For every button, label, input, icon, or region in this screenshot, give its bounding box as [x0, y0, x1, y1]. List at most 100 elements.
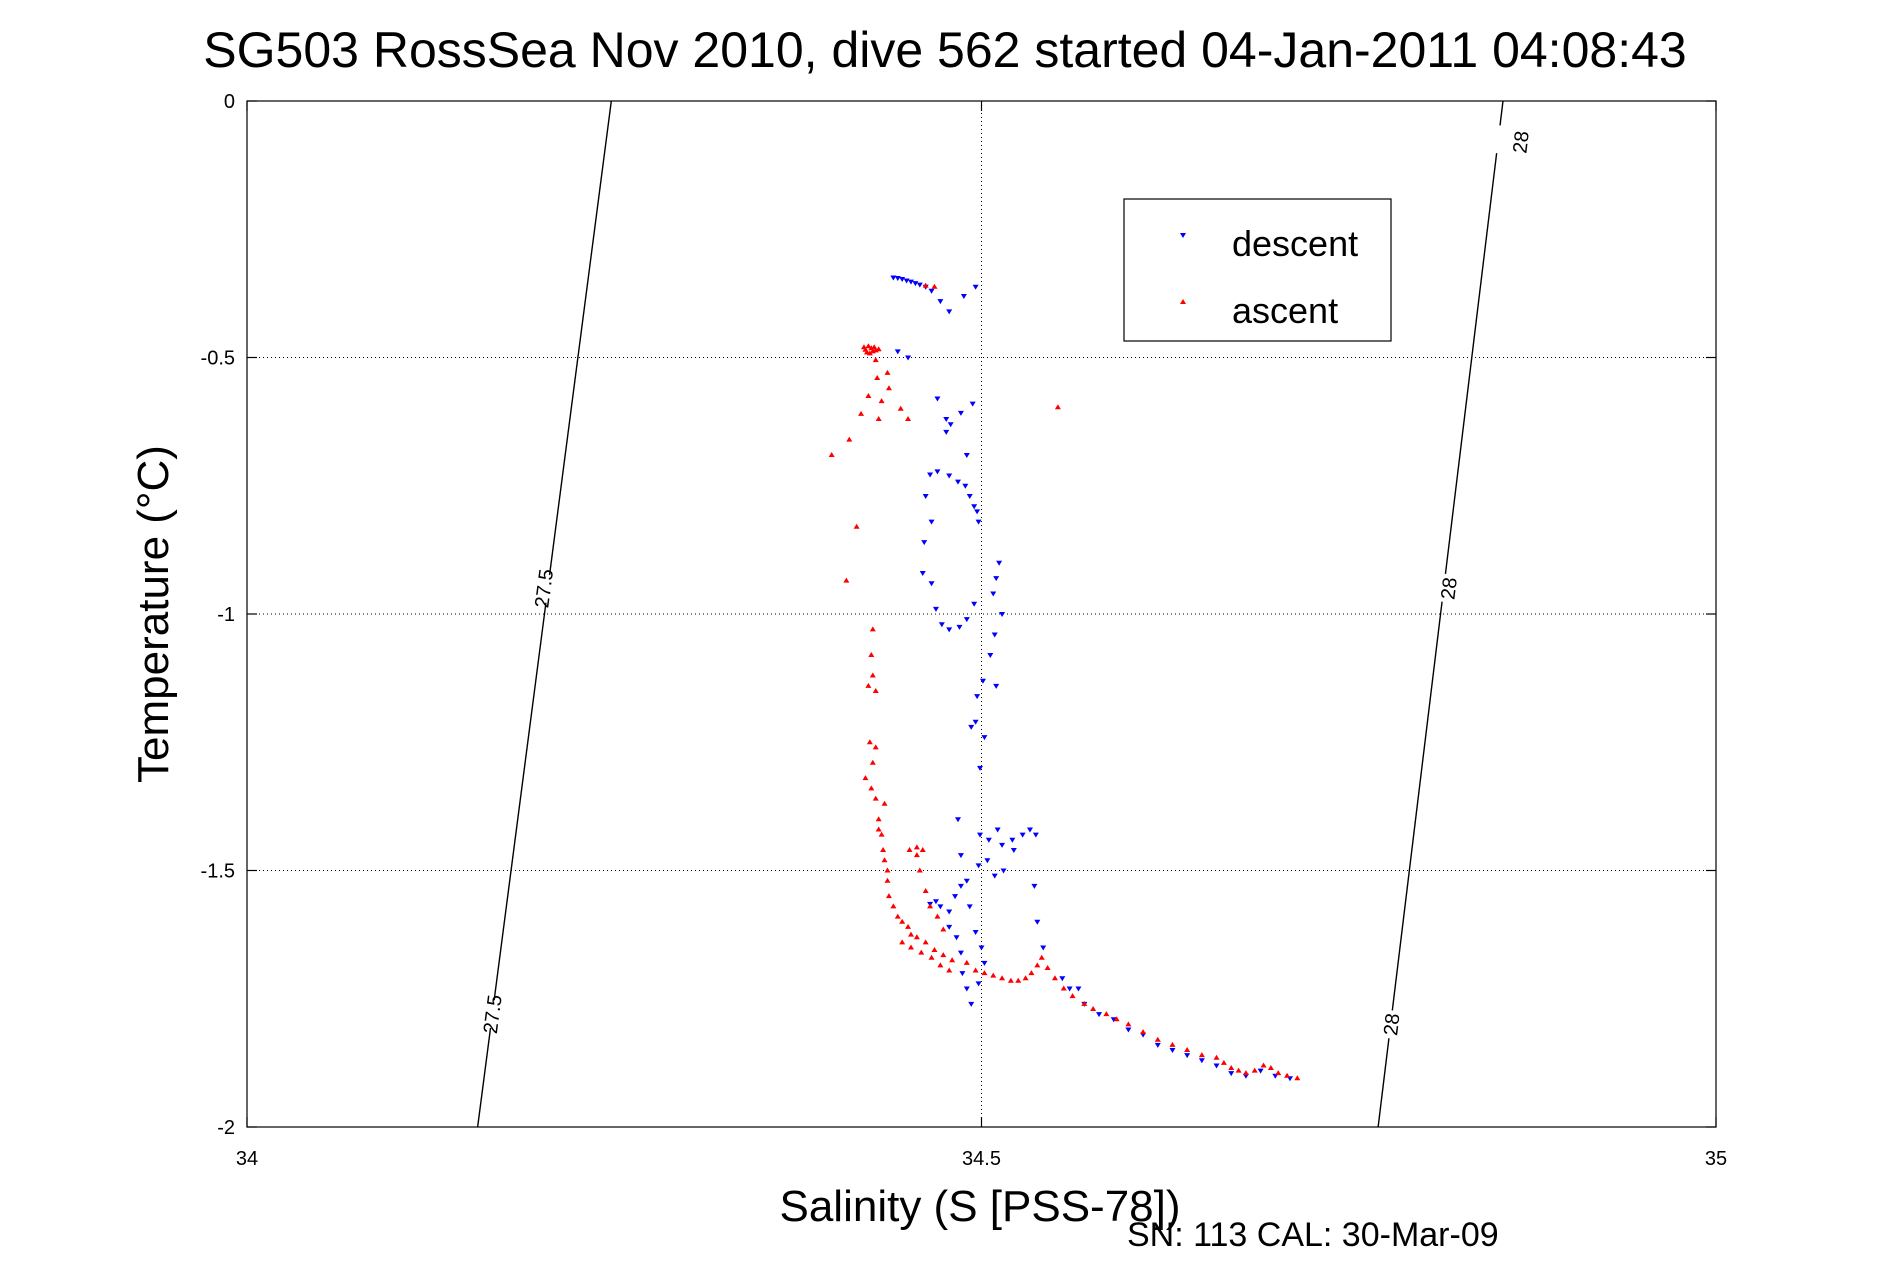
descent-point [912, 281, 919, 287]
ascent-point [1267, 1065, 1274, 1071]
ascent-point [899, 918, 906, 924]
descent-point [943, 429, 950, 435]
ascent-point [869, 672, 876, 678]
descent-point [905, 355, 912, 361]
descent-point [1198, 1058, 1205, 1064]
descent-point [928, 288, 935, 294]
ascent-point [858, 410, 865, 416]
ascent-point [918, 949, 925, 955]
descent-point [1040, 945, 1047, 951]
ascent-point [866, 739, 873, 745]
ascent-point [940, 952, 947, 958]
ascent-point [1081, 1000, 1088, 1006]
x-tick-label: 34 [236, 1148, 258, 1170]
descent-point [996, 560, 1003, 566]
descent-point [962, 483, 969, 489]
legend-ascent-label: ascent [1232, 290, 1338, 331]
descent-point [974, 509, 981, 515]
ascent-point [885, 385, 892, 391]
descent-point [921, 540, 928, 546]
descent-point [977, 765, 984, 771]
ascent-point [1113, 1016, 1120, 1022]
descent-point [938, 622, 945, 628]
descent-point [954, 817, 961, 823]
ascent-point [946, 967, 953, 973]
ascent-point [1103, 1011, 1110, 1017]
density-contours: 27.5 27.5 28 28 28 [462, 100, 1551, 1128]
descent-point [963, 878, 970, 884]
ascent-point [999, 975, 1006, 981]
ascent-point [922, 939, 929, 945]
descent-point [1184, 1053, 1191, 1059]
descent-point [946, 309, 953, 315]
ascent-point [1034, 962, 1041, 968]
descent-point [937, 299, 944, 305]
descent-point [1059, 976, 1066, 982]
descent-point [952, 894, 959, 900]
ascent-point [875, 826, 882, 832]
ascent-point [897, 405, 904, 411]
ascent-point [990, 972, 997, 978]
ascent-point [1284, 1072, 1291, 1078]
descent-point [994, 827, 1001, 833]
grid-lines [247, 101, 1716, 1127]
descent-point [978, 945, 985, 951]
descent-point [1125, 1027, 1132, 1033]
ascent-point [875, 416, 882, 422]
descent-point [928, 581, 935, 587]
descent-point [946, 627, 953, 633]
ascent-point [884, 369, 891, 375]
descent-point [934, 469, 941, 475]
isopycnal-label: 27.5 [531, 568, 558, 609]
descent-point [957, 853, 964, 859]
ascent-point [922, 282, 929, 288]
y-tick-label: 0 [224, 91, 235, 113]
ascent-point [1038, 954, 1045, 960]
ascent-point [1015, 977, 1022, 983]
ascent-point [1198, 1052, 1205, 1058]
descent-point [966, 904, 973, 910]
ascent-point [890, 903, 897, 909]
isopycnal-line [476, 100, 613, 1128]
ascent-point [828, 451, 835, 457]
ascent-point [981, 970, 988, 976]
ascent-point [872, 357, 879, 363]
descent-point [959, 971, 966, 977]
isopycnal-label: 28 [1509, 130, 1534, 155]
ascent-point [868, 785, 875, 791]
descent-point [968, 1001, 975, 1007]
descent-point [1009, 837, 1016, 843]
legend-descent-label: descent [1232, 223, 1358, 264]
descent-point [919, 570, 926, 576]
descent-point [999, 842, 1006, 848]
descent-point [963, 452, 970, 458]
ascent-point [907, 931, 914, 937]
ascent-point [927, 903, 934, 909]
ascent-point [868, 652, 875, 658]
descent-point [975, 863, 982, 869]
descent-point [943, 417, 950, 423]
ascent-point [1154, 1036, 1161, 1042]
descent-point [928, 519, 935, 525]
descent-point [1228, 1071, 1235, 1077]
descent-point [922, 494, 929, 500]
ascent-point [872, 795, 879, 801]
ascent-point [922, 888, 929, 894]
descent-point [932, 606, 939, 612]
ascent-point [906, 846, 913, 852]
descent-point [953, 935, 960, 941]
ascent-point [913, 844, 920, 850]
ascent-point [899, 939, 906, 945]
descent-point [974, 694, 981, 700]
ascent-point [875, 346, 882, 352]
descent-point [907, 279, 914, 285]
isopycnal-label-bg [462, 996, 522, 1032]
ascent-point [907, 944, 914, 950]
descent-point [957, 883, 964, 889]
isopycnal-label-bg [1491, 124, 1551, 160]
descent-point [972, 930, 979, 936]
ascent-point [885, 893, 892, 899]
descent-point [1169, 1048, 1176, 1054]
isopycnal-label-bg [1419, 571, 1479, 606]
